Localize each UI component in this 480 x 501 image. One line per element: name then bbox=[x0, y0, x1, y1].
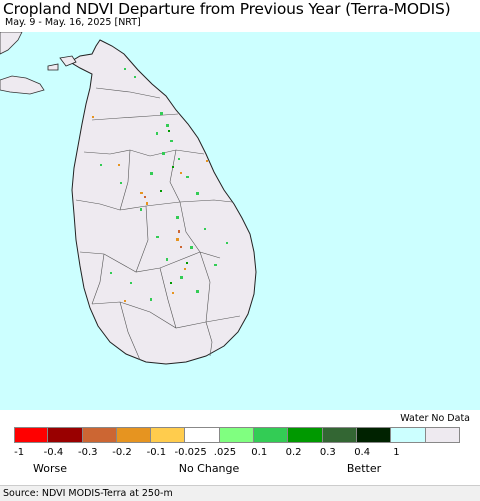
legend-tick-label: -0.1 bbox=[146, 447, 167, 458]
legend-swatch bbox=[288, 427, 323, 443]
source-footer: Source: NDVI MODIS-Terra at 250-m bbox=[0, 485, 480, 501]
legend-tick-label: -0.2 bbox=[112, 447, 132, 458]
map-panel bbox=[0, 32, 480, 410]
legend-swatch bbox=[219, 427, 255, 443]
ndvi-darkgreen-pixels bbox=[160, 130, 188, 284]
legend-tick-label: -0.025 bbox=[174, 447, 207, 458]
legend-swatch bbox=[116, 427, 152, 443]
legend-tick-label: -1 bbox=[14, 447, 25, 458]
legend-swatch bbox=[151, 427, 186, 443]
jaffna-islands bbox=[47, 55, 77, 71]
legend-tick-label: -0.4 bbox=[43, 447, 64, 458]
legend-swatch bbox=[254, 427, 289, 443]
legend-swatch bbox=[425, 427, 460, 443]
map-title: Cropland NDVI Departure from Previous Ye… bbox=[3, 0, 451, 18]
legend-tick-label: 0.4 bbox=[354, 447, 371, 458]
legend-tick-label: 0.2 bbox=[285, 447, 302, 458]
legend-swatch bbox=[82, 427, 117, 443]
source-text: Source: NDVI MODIS-Terra at 250-m bbox=[3, 488, 173, 499]
legend-swatch bbox=[322, 427, 357, 443]
caption-better: Better bbox=[346, 462, 382, 475]
legend-swatch bbox=[185, 427, 220, 443]
water-no-data-label: Water No Data bbox=[400, 413, 470, 424]
caption-worse: Worse bbox=[33, 462, 67, 475]
date-range: May. 9 - May. 16, 2025 [NRT] bbox=[5, 17, 141, 28]
ndvi-brown-pixels bbox=[144, 196, 182, 248]
legend-swatch bbox=[391, 427, 426, 443]
legend-tick-label: 0.1 bbox=[251, 447, 268, 458]
legend-swatch bbox=[14, 427, 49, 443]
legend-tick-label: -0.3 bbox=[77, 447, 98, 458]
sri-lanka-map bbox=[0, 32, 257, 365]
district-boundaries bbox=[75, 87, 241, 361]
legend-swatch bbox=[48, 427, 83, 443]
ndvi-worse-pixels bbox=[92, 116, 208, 302]
ndvi-green-pixels bbox=[100, 68, 228, 301]
legend-color-bar bbox=[14, 427, 460, 443]
legend-tick-label: 1 bbox=[393, 447, 400, 458]
legend-swatch bbox=[356, 427, 392, 443]
legend-tick-label: 0.3 bbox=[319, 447, 336, 458]
legend-tick-label: .025 bbox=[213, 447, 237, 458]
caption-no-change: No Change bbox=[178, 462, 240, 475]
sri-lanka-land bbox=[69, 39, 257, 365]
india-coast bbox=[0, 32, 23, 55]
india-coast-2 bbox=[0, 75, 45, 95]
